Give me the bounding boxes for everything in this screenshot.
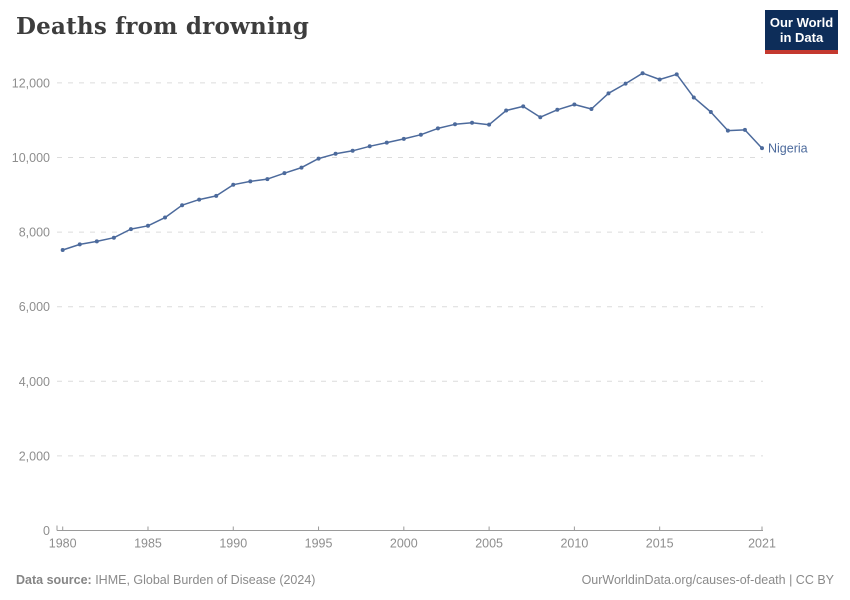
logo-line1: Our World	[769, 15, 834, 30]
footer-link[interactable]: OurWorldinData.org/causes-of-death | CC …	[581, 573, 834, 587]
data-point[interactable]	[708, 109, 713, 114]
data-point[interactable]	[77, 242, 82, 247]
data-point[interactable]	[691, 95, 696, 100]
data-point[interactable]	[214, 193, 219, 198]
data-point[interactable]	[674, 72, 679, 77]
data-point[interactable]	[538, 115, 543, 120]
data-point[interactable]	[418, 132, 423, 137]
x-axis-tick-label: 1980	[49, 537, 77, 551]
y-axis-tick-label: 10,000	[12, 151, 50, 165]
data-point[interactable]	[435, 126, 440, 131]
data-point[interactable]	[640, 71, 645, 76]
x-axis-tick-label: 2021	[748, 537, 776, 551]
data-point[interactable]	[504, 108, 509, 113]
data-point[interactable]	[316, 156, 321, 161]
data-point[interactable]	[180, 203, 185, 208]
data-point[interactable]	[367, 144, 372, 149]
page-title: Deaths from drowning	[16, 13, 310, 40]
data-point[interactable]	[231, 182, 236, 187]
data-point[interactable]	[606, 91, 611, 96]
data-point[interactable]	[487, 122, 492, 127]
chart-footer: Data source: IHME, Global Burden of Dise…	[0, 573, 850, 587]
data-point[interactable]	[350, 148, 355, 153]
data-point[interactable]	[572, 102, 577, 107]
data-point[interactable]	[589, 107, 594, 112]
data-point[interactable]	[60, 248, 65, 253]
data-point[interactable]	[742, 127, 747, 132]
y-axis-tick-label: 12,000	[12, 76, 50, 90]
data-point[interactable]	[657, 77, 662, 82]
y-axis-tick-label: 0	[43, 524, 50, 538]
y-axis-tick-label: 2,000	[19, 449, 50, 463]
data-line[interactable]	[62, 72, 763, 251]
data-point[interactable]	[401, 136, 406, 141]
data-point[interactable]	[248, 179, 253, 184]
data-point[interactable]	[299, 165, 304, 170]
data-source-text: IHME, Global Burden of Disease (2024)	[91, 573, 316, 587]
data-point[interactable]	[760, 146, 764, 151]
entity-label[interactable]: Nigeria	[768, 142, 808, 156]
data-point[interactable]	[555, 107, 560, 112]
line-chart[interactable]: 0 2,000 4,000 6,000 8,000 10,000 12,000 1980 198…	[0, 0, 850, 560]
data-point[interactable]	[128, 227, 133, 232]
data-point[interactable]	[94, 239, 99, 244]
x-axis-tick-label: 2015	[646, 537, 674, 551]
data-point[interactable]	[163, 215, 168, 220]
x-axis-tick-label: 2005	[475, 537, 503, 551]
data-point[interactable]	[111, 235, 116, 240]
y-axis-tick-label: 6,000	[19, 300, 50, 314]
data-point[interactable]	[265, 177, 270, 182]
data-point[interactable]	[452, 122, 457, 127]
x-axis-tick-label: 2010	[560, 537, 588, 551]
x-axis-tick-label: 1990	[219, 537, 247, 551]
owid-logo[interactable]: Our World in Data	[765, 10, 838, 54]
y-axis-tick-label: 8,000	[19, 226, 50, 240]
data-source: Data source: IHME, Global Burden of Dise…	[16, 573, 315, 587]
data-point[interactable]	[384, 140, 389, 145]
x-axis-tick-label: 1985	[134, 537, 162, 551]
data-point[interactable]	[623, 81, 628, 86]
logo-line2: in Data	[779, 30, 824, 46]
data-source-label: Data source:	[16, 573, 92, 587]
x-axis-tick-label: 2000	[390, 537, 418, 551]
data-point[interactable]	[282, 171, 287, 176]
x-axis-tick-label: 1995	[305, 537, 333, 551]
data-point[interactable]	[470, 120, 475, 125]
data-point[interactable]	[333, 151, 338, 156]
y-axis-tick-label: 4,000	[19, 375, 50, 389]
data-point[interactable]	[521, 104, 526, 109]
data-point[interactable]	[197, 197, 202, 202]
data-point[interactable]	[725, 128, 730, 133]
data-point[interactable]	[145, 223, 150, 228]
